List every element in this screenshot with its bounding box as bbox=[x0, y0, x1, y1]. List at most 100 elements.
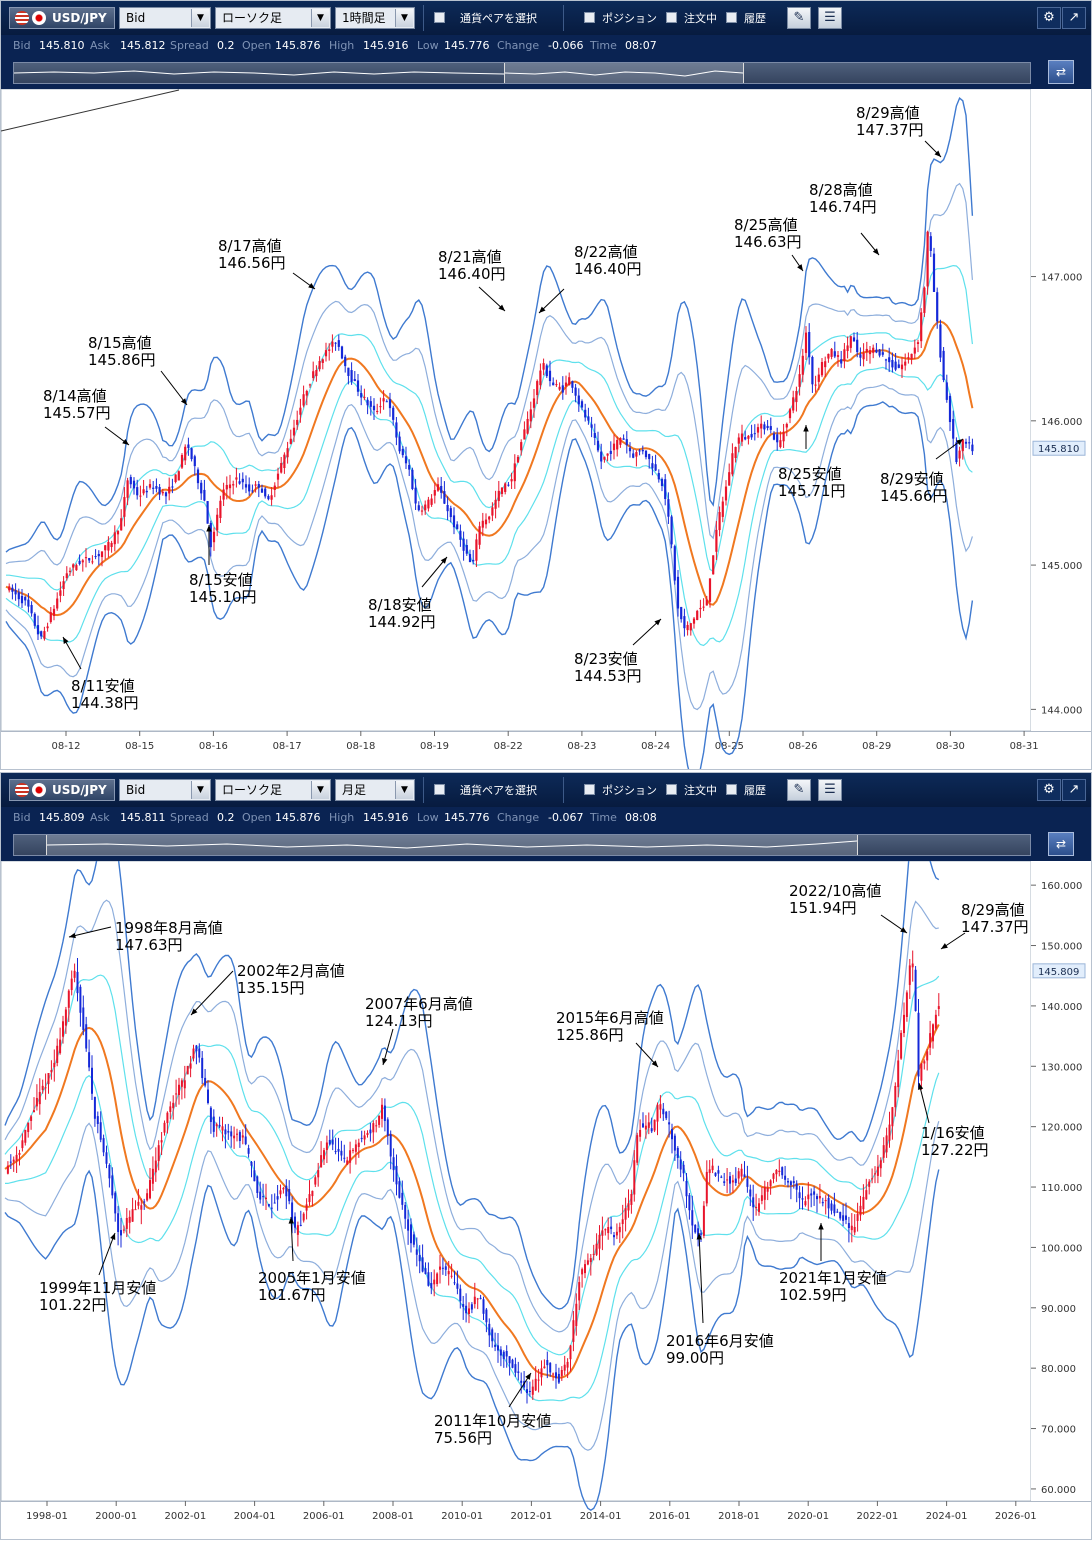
y-tick-label: 144.000 bbox=[1041, 705, 1082, 716]
drawing-tools-button[interactable]: ✎ bbox=[787, 7, 811, 29]
candle-body bbox=[430, 498, 433, 505]
candle-body bbox=[604, 1229, 607, 1231]
chart-type-select[interactable]: ローソク足 ▼ bbox=[215, 779, 331, 801]
ask-value: 145.811 bbox=[120, 811, 166, 824]
price-type-select[interactable]: Bid ▼ bbox=[119, 7, 211, 29]
candle-body bbox=[148, 484, 152, 488]
candle-body bbox=[827, 1198, 830, 1209]
y-tick-label: 146.000 bbox=[1041, 417, 1082, 428]
candle-body bbox=[647, 1122, 650, 1128]
candle-body bbox=[302, 394, 305, 406]
annotation-label: 8/25安値 bbox=[778, 465, 842, 483]
toolbar-divider bbox=[563, 777, 564, 803]
candle-body bbox=[603, 456, 606, 460]
pair-select-checkbox[interactable] bbox=[434, 784, 445, 795]
candle-body bbox=[874, 1173, 876, 1175]
candle-body bbox=[104, 545, 107, 551]
position-checkbox[interactable] bbox=[584, 12, 595, 23]
navigator-window[interactable] bbox=[504, 63, 744, 83]
candle-body bbox=[382, 398, 385, 402]
candle-body bbox=[903, 1014, 905, 1034]
candle-body bbox=[843, 349, 846, 362]
annotation-arrowhead bbox=[180, 398, 187, 405]
candle-body bbox=[473, 1296, 476, 1305]
candle-body bbox=[689, 623, 692, 631]
navigator-slider[interactable] bbox=[13, 62, 1031, 84]
navigator-window[interactable] bbox=[46, 835, 858, 855]
candle-body bbox=[753, 433, 756, 435]
history-checkbox[interactable] bbox=[726, 12, 737, 23]
candle-body bbox=[465, 544, 468, 554]
indicator-settings-button[interactable]: ☰ bbox=[818, 779, 842, 801]
popout-icon[interactable]: ↗ bbox=[1062, 7, 1086, 29]
annotation-arrowhead bbox=[122, 438, 129, 445]
annotation-label: 8/11安値 bbox=[71, 677, 135, 695]
candle-body bbox=[859, 1205, 862, 1216]
candle-body bbox=[195, 1045, 198, 1052]
candle-body bbox=[784, 1175, 787, 1180]
candle-body bbox=[625, 439, 628, 446]
candle-body bbox=[172, 1102, 175, 1109]
candle-body bbox=[714, 1172, 717, 1176]
candle-body bbox=[542, 363, 545, 370]
annotation-label: 8/25高値 bbox=[734, 216, 798, 234]
candle-body bbox=[769, 1180, 772, 1186]
x-tick-label: 08-30 bbox=[936, 741, 965, 752]
candle-body bbox=[721, 501, 724, 517]
candle-body bbox=[468, 554, 472, 563]
candle-body bbox=[636, 1135, 639, 1163]
low-value: 145.776 bbox=[444, 39, 490, 52]
pair-select-checkbox[interactable] bbox=[434, 12, 445, 23]
candle-body bbox=[566, 1361, 569, 1368]
navigator-slider[interactable] bbox=[13, 834, 1031, 856]
candle-body bbox=[574, 387, 577, 396]
history-checkbox[interactable] bbox=[726, 784, 737, 795]
candle-body bbox=[955, 442, 958, 463]
position-checkbox[interactable] bbox=[584, 784, 595, 795]
currency-pair-selector[interactable]: USD/JPY bbox=[9, 779, 115, 801]
currency-pair-selector[interactable]: USD/JPY bbox=[9, 7, 115, 29]
candle-body bbox=[484, 519, 488, 525]
timeframe-select[interactable]: 1時間足 ▼ bbox=[335, 7, 415, 29]
annotation-arrowhead bbox=[382, 1058, 388, 1065]
annotation-arrowhead bbox=[69, 932, 76, 939]
navigator-expand-button[interactable]: ⇄ bbox=[1048, 832, 1074, 856]
candle-body bbox=[238, 1132, 241, 1142]
chart-navigator: ⇄ bbox=[1, 829, 1091, 861]
annotation-label: 135.15円 bbox=[237, 979, 305, 997]
chart-type-select[interactable]: ローソク足 ▼ bbox=[215, 7, 331, 29]
x-tick-label: 08-23 bbox=[567, 741, 596, 752]
annotation-arrowhead bbox=[803, 425, 809, 432]
annotation-arrowhead bbox=[654, 619, 661, 626]
x-tick-label: 2026-01 bbox=[995, 1511, 1037, 1522]
navigator-expand-button[interactable]: ⇄ bbox=[1048, 60, 1074, 84]
orders-checkbox[interactable] bbox=[666, 784, 677, 795]
gear-icon[interactable]: ⚙ bbox=[1037, 7, 1061, 29]
candle-body bbox=[624, 1208, 627, 1220]
gear-icon[interactable]: ⚙ bbox=[1037, 779, 1061, 801]
candle-body bbox=[204, 1077, 207, 1086]
candle-body bbox=[357, 1142, 360, 1147]
chevron-down-icon: ▼ bbox=[311, 781, 329, 799]
candle-body bbox=[810, 1193, 813, 1196]
candle-body bbox=[584, 409, 587, 418]
candle-body bbox=[175, 1093, 178, 1095]
candle-body bbox=[91, 561, 94, 563]
orders-checkbox[interactable] bbox=[666, 12, 677, 23]
price-type-select[interactable]: Bid ▼ bbox=[119, 779, 211, 801]
timeframe-select[interactable]: 月足 ▼ bbox=[335, 779, 415, 801]
drawing-tools-button[interactable]: ✎ bbox=[787, 779, 811, 801]
candle-body bbox=[849, 336, 852, 348]
candle-body bbox=[49, 612, 52, 623]
indicator-settings-button[interactable]: ☰ bbox=[818, 7, 842, 29]
candle-body bbox=[627, 1203, 630, 1211]
popout-icon[interactable]: ↗ bbox=[1062, 779, 1086, 801]
high-label: High bbox=[329, 39, 355, 52]
candle-body bbox=[607, 1227, 610, 1234]
candle-body bbox=[694, 1224, 697, 1233]
x-tick-label: 2018-01 bbox=[718, 1511, 760, 1522]
x-tick-label: 2022-01 bbox=[857, 1511, 899, 1522]
plot-area bbox=[1, 89, 1032, 732]
x-tick-label: 08-19 bbox=[420, 741, 449, 752]
candle-body bbox=[392, 407, 395, 420]
